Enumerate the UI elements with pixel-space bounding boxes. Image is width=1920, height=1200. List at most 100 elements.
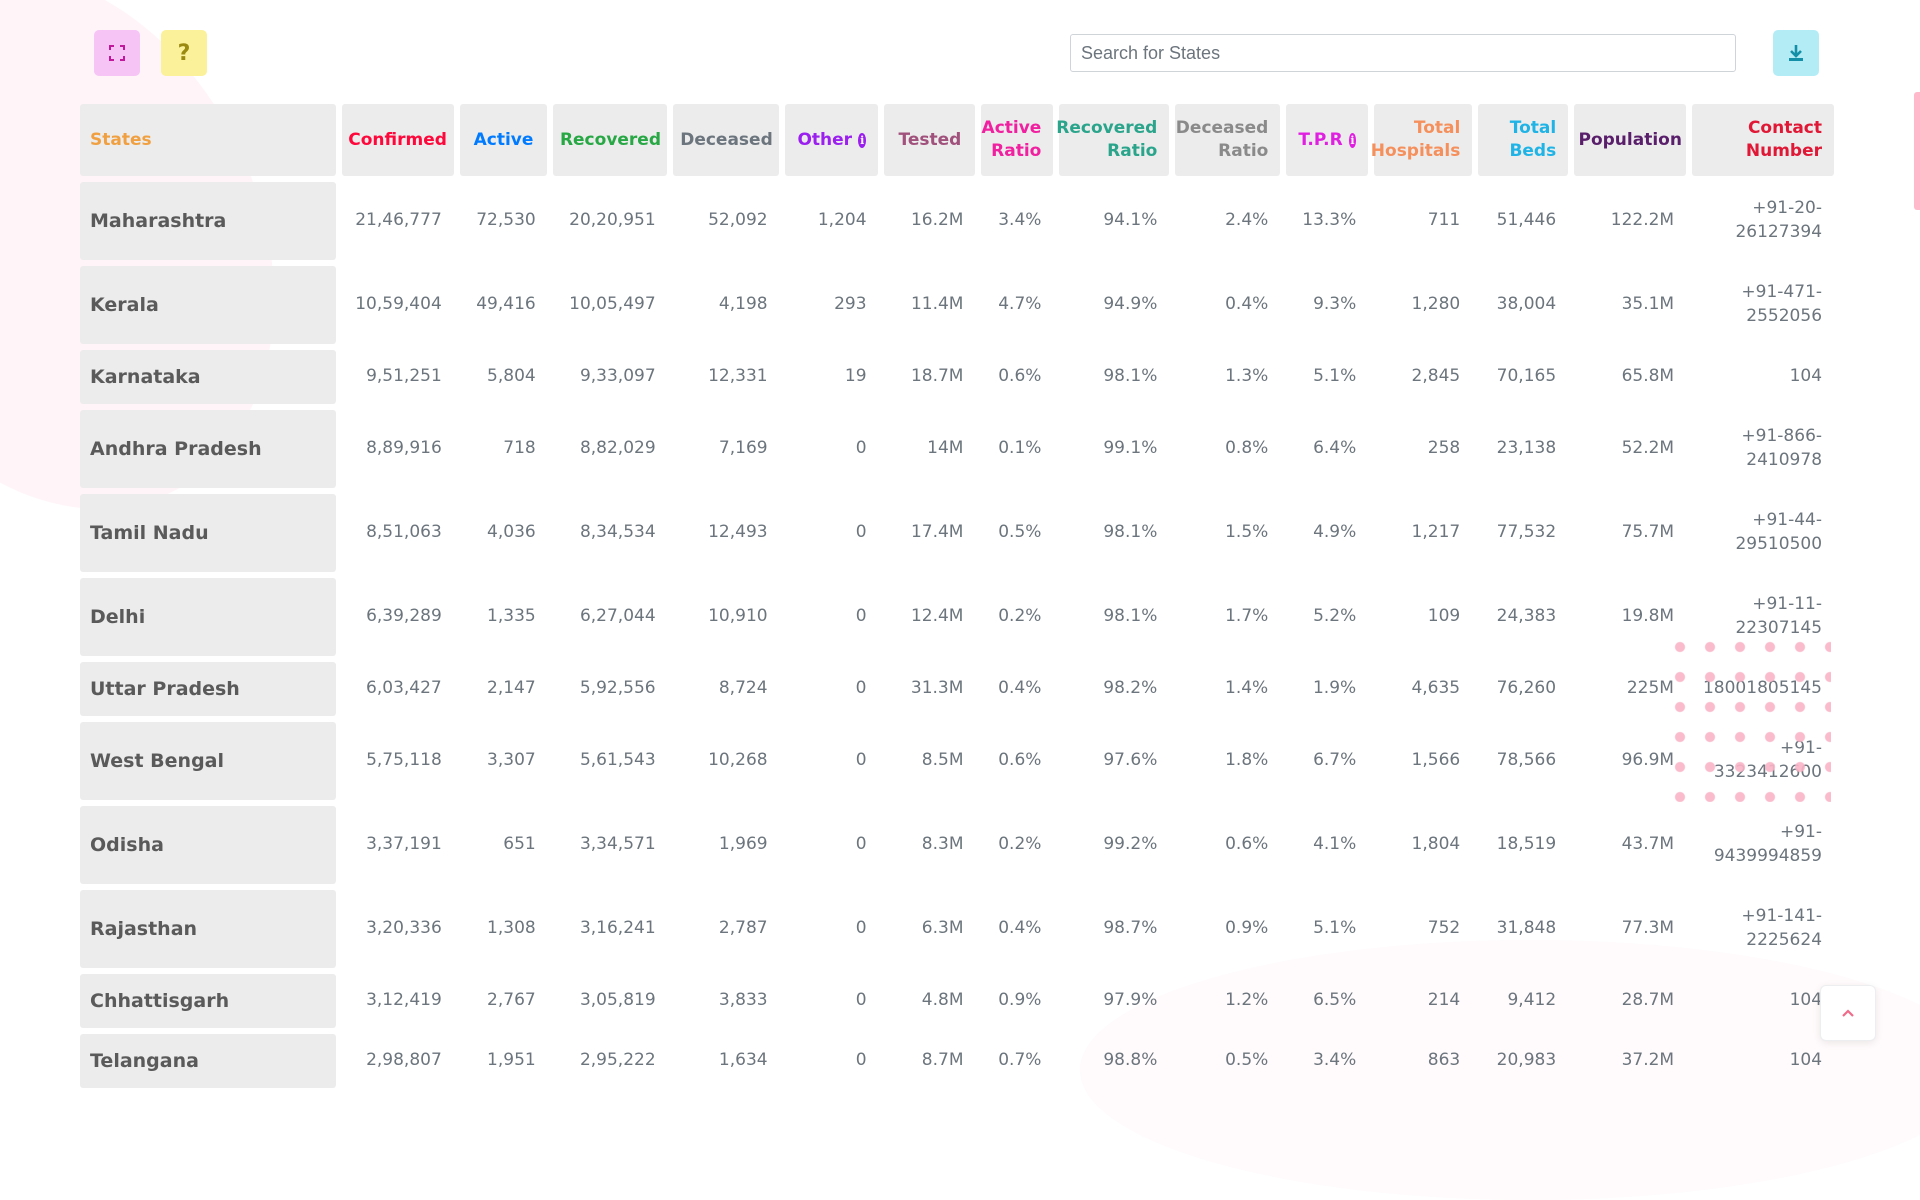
cell-recovered-ratio: 97.6% — [1103, 750, 1158, 771]
table-row[interactable]: Andhra Pradesh 8,89,916 718 8,82,029 7,169 0 1… — [80, 410, 1834, 488]
cell-tpr: 13.3% — [1302, 210, 1357, 231]
cell-contact: +91-20- 26127394 — [1692, 182, 1834, 260]
cell-recovered-ratio: 98.1% — [1103, 522, 1158, 543]
column-header-contact[interactable]: Contact Number — [1692, 104, 1834, 176]
cell-population: 37.2M — [1621, 1050, 1675, 1071]
cell-tested: 8.7M — [921, 1050, 964, 1071]
cell-confirmed: 3,20,336 — [366, 918, 442, 939]
info-icon[interactable]: i — [1348, 132, 1357, 148]
state-name-cell[interactable]: Andhra Pradesh — [80, 410, 336, 488]
fullscreen-button[interactable] — [94, 30, 140, 76]
search-input[interactable] — [1070, 34, 1736, 72]
column-header-total-beds[interactable]: Total Beds — [1478, 104, 1569, 176]
table-row[interactable]: Kerala 10,59,404 49,416 10,05,497 4,198 293 11… — [80, 266, 1834, 344]
cell-confirmed: 8,89,916 — [366, 438, 442, 459]
cell-recovered-ratio: 94.1% — [1103, 210, 1158, 231]
cell-tested: 6.3M — [921, 918, 964, 939]
state-name-cell[interactable]: Rajasthan — [80, 890, 336, 968]
cell-other: 0 — [855, 918, 867, 939]
state-name-cell[interactable]: Tamil Nadu — [80, 494, 336, 572]
table-row[interactable]: Telangana 2,98,807 1,951 2,95,222 1,634 0 8.7M… — [80, 1034, 1834, 1088]
table-row[interactable]: Maharashtra 21,46,777 72,530 20,20,951 52,09… — [80, 182, 1834, 260]
info-icon[interactable]: i — [858, 132, 867, 148]
cell-deceased: 12,331 — [708, 366, 768, 387]
state-name-cell[interactable]: Uttar Pradesh — [80, 662, 336, 716]
column-header-state[interactable]: States — [80, 104, 336, 176]
cell-deceased-ratio: 1.5% — [1225, 522, 1269, 543]
cell-other: 1,204 — [817, 210, 867, 231]
state-name-cell[interactable]: Maharashtra — [80, 182, 336, 260]
column-header-tpr[interactable]: T.P.R i — [1286, 104, 1369, 176]
cell-population: 122.2M — [1610, 210, 1675, 231]
column-header-label: Total Hospitals — [1370, 118, 1461, 161]
column-header-active-ratio[interactable]: Active Ratio — [981, 104, 1054, 176]
cell-active: 651 — [503, 834, 536, 855]
table-row[interactable]: Tamil Nadu 8,51,063 4,036 8,34,534 12,493 0 17… — [80, 494, 1834, 572]
cell-recovered-ratio: 97.9% — [1103, 990, 1158, 1011]
cell-active-ratio: 0.4% — [998, 918, 1042, 939]
cell-confirmed: 21,46,777 — [355, 210, 442, 231]
download-button[interactable] — [1773, 30, 1819, 76]
table-row[interactable]: West Bengal 5,75,118 3,307 5,61,543 10,268 0 8… — [80, 722, 1834, 800]
column-header-label: Deceased Ratio — [1175, 118, 1269, 161]
cell-other: 0 — [855, 990, 867, 1011]
cell-tested: 16.2M — [910, 210, 964, 231]
column-header-deceased[interactable]: Deceased — [673, 104, 780, 176]
contact-text: +91-141- 2225624 — [1741, 906, 1823, 950]
cell-total-beds: 18,519 — [1496, 834, 1557, 855]
cell-active-ratio: 0.4% — [998, 678, 1042, 699]
cell-deceased-ratio: 1.3% — [1225, 366, 1269, 387]
cell-recovered: 10,05,497 — [569, 294, 656, 315]
column-header-recovered-ratio[interactable]: Recovered Ratio — [1056, 104, 1170, 176]
cell-total-beds: 20,983 — [1496, 1050, 1557, 1071]
cell-total-hospitals: 4,635 — [1411, 678, 1461, 699]
help-button[interactable]: ? — [161, 30, 207, 76]
cell-contact: +91-141- 2225624 — [1692, 890, 1834, 968]
cell-tpr: 4.1% — [1313, 834, 1357, 855]
column-header-tested[interactable]: Tested — [884, 104, 976, 176]
column-header-label: Active Ratio — [981, 118, 1042, 161]
column-header-active[interactable]: Active — [459, 104, 548, 176]
state-name-cell[interactable]: Karnataka — [80, 350, 336, 404]
column-header-label: States — [90, 129, 152, 150]
scroll-to-top-button[interactable] — [1820, 985, 1876, 1041]
column-header-total-hospitals[interactable]: Total Hospitals — [1370, 104, 1473, 176]
column-header-deceased-ratio[interactable]: Deceased Ratio — [1175, 104, 1281, 176]
cell-total-hospitals: 752 — [1427, 918, 1461, 939]
column-header-other[interactable]: Other i — [785, 104, 879, 176]
table-row[interactable]: Odisha 3,37,191 651 3,34,571 1,969 0 8.3M 0.2% 9… — [80, 806, 1834, 884]
table-row[interactable]: Delhi 6,39,289 1,335 6,27,044 10,910 0 12.4M 0.… — [80, 578, 1834, 656]
cell-population: 19.8M — [1621, 606, 1675, 627]
cell-population: 75.7M — [1621, 522, 1675, 543]
cell-contact: 104 — [1789, 1050, 1823, 1071]
cell-tpr: 6.4% — [1313, 438, 1357, 459]
scroll-indicator[interactable] — [1914, 92, 1920, 210]
column-header-recovered[interactable]: Recovered — [553, 104, 668, 176]
cell-recovered-ratio: 99.2% — [1103, 834, 1158, 855]
contact-text: +91-866- 2410978 — [1741, 426, 1823, 470]
cell-recovered: 20,20,951 — [569, 210, 656, 231]
cell-recovered: 3,34,571 — [579, 834, 656, 855]
column-header-label: T.P.R — [1298, 129, 1343, 150]
cell-deceased-ratio: 0.5% — [1225, 1050, 1269, 1071]
cell-population: 77.3M — [1621, 918, 1675, 939]
state-name-cell[interactable]: Kerala — [80, 266, 336, 344]
state-name-cell[interactable]: Telangana — [80, 1034, 336, 1088]
state-name-cell[interactable]: Delhi — [80, 578, 336, 656]
state-name-cell[interactable]: West Bengal — [80, 722, 336, 800]
column-header-population[interactable]: Population — [1574, 104, 1687, 176]
cell-active: 3,307 — [487, 750, 536, 771]
cell-active-ratio: 0.6% — [998, 366, 1042, 387]
table-row[interactable]: Uttar Pradesh 6,03,427 2,147 5,92,556 8,724 0… — [80, 662, 1834, 716]
table-row[interactable]: Rajasthan 3,20,336 1,308 3,16,241 2,787 0 6.3M… — [80, 890, 1834, 968]
cell-recovered: 3,05,819 — [579, 990, 656, 1011]
state-name-cell[interactable]: Chhattisgarh — [80, 974, 336, 1028]
cell-other: 293 — [834, 294, 867, 315]
cell-deceased-ratio: 0.6% — [1225, 834, 1269, 855]
table-row[interactable]: Karnataka 9,51,251 5,804 9,33,097 12,331 19 18… — [80, 350, 1834, 404]
cell-total-beds: 31,848 — [1496, 918, 1557, 939]
table-row[interactable]: Chhattisgarh 3,12,419 2,767 3,05,819 3,833 0 4… — [80, 974, 1834, 1028]
state-name-cell[interactable]: Odisha — [80, 806, 336, 884]
contact-text: +91-11- 22307145 — [1735, 594, 1823, 638]
column-header-confirmed[interactable]: Confirmed — [341, 104, 454, 176]
